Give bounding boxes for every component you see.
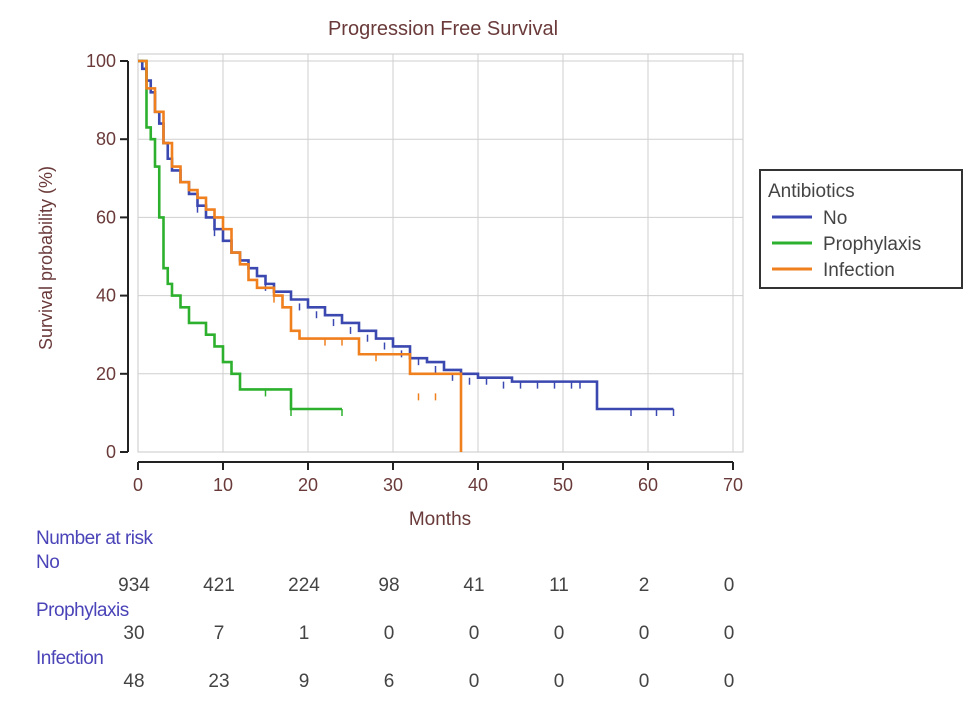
risk-cell: 48 <box>123 671 145 692</box>
risk-cell: 41 <box>463 575 485 596</box>
y-tick-label: 40 <box>96 286 116 306</box>
risk-cell: 98 <box>378 575 400 596</box>
legend-label-prophylaxis: Prophylaxis <box>823 234 921 255</box>
x-tick-label: 30 <box>383 475 403 495</box>
risk-table-header: Number at risk <box>36 528 153 549</box>
risk-cell: 11 <box>549 575 569 596</box>
series-line-infection <box>138 59 463 452</box>
x-axis-label: Months <box>409 509 471 530</box>
y-tick-label: 60 <box>96 207 116 227</box>
legend-items: No Prophylaxis Infection <box>772 208 921 281</box>
risk-cell: 0 <box>723 623 735 644</box>
risk-cell: 224 <box>288 575 320 596</box>
grid <box>137 53 744 453</box>
series-group <box>138 59 675 452</box>
risk-cell: 0 <box>723 671 735 692</box>
plot-frame <box>137 53 744 453</box>
chart-title: Progression Free Survival <box>328 18 558 40</box>
risk-row: 48 23 9 6 0 0 0 0 <box>0 671 972 695</box>
tick-labels: 0 10 20 30 40 50 60 70 0 20 40 60 80 100 <box>86 51 743 495</box>
risk-cell: 934 <box>118 575 150 596</box>
x-tick-label: 60 <box>638 475 658 495</box>
risk-row: 30 7 1 0 0 0 0 0 <box>0 623 972 647</box>
x-tick-label: 20 <box>298 475 318 495</box>
risk-cell: 0 <box>553 623 565 644</box>
risk-cell: 0 <box>468 671 480 692</box>
risk-cell: 1 <box>298 623 310 644</box>
legend-title: Antibiotics <box>768 181 855 202</box>
risk-cell: 0 <box>638 623 650 644</box>
legend-label-no: No <box>823 208 847 229</box>
x-tick-label: 50 <box>553 475 573 495</box>
risk-cell: 2 <box>638 575 650 596</box>
risk-row-label: No <box>36 552 60 573</box>
risk-cell: 0 <box>638 671 650 692</box>
risk-cell: 0 <box>553 671 565 692</box>
legend: Antibiotics No Prophylaxis Infection <box>759 169 963 289</box>
axes <box>120 60 734 470</box>
x-tick-label: 0 <box>133 475 143 495</box>
series-line-no <box>138 59 674 411</box>
x-tick-label: 10 <box>213 475 233 495</box>
series-line-prophylaxis <box>138 59 342 411</box>
risk-row-label: Prophylaxis <box>36 600 129 621</box>
risk-cell: 9 <box>298 671 310 692</box>
x-tick-label: 70 <box>723 475 743 495</box>
y-tick-label: 80 <box>96 129 116 149</box>
risk-cell: 23 <box>208 671 230 692</box>
y-tick-label: 100 <box>86 51 116 71</box>
risk-cell: 421 <box>203 575 235 596</box>
x-tick-label: 40 <box>468 475 488 495</box>
risk-cell: 0 <box>468 623 480 644</box>
risk-row: 934 421 224 98 41 11 2 0 <box>0 575 972 599</box>
y-tick-label: 20 <box>96 364 116 384</box>
risk-cell: 6 <box>383 671 395 692</box>
risk-cell: 0 <box>383 623 395 644</box>
risk-cell: 7 <box>213 623 225 644</box>
y-tick-label: 0 <box>106 442 116 462</box>
survival-chart: Progression Free Survival 0 10 20 30 40 50 60 7… <box>36 18 963 530</box>
y-axis-label: Survival probability (%) <box>36 166 56 350</box>
risk-cell: 0 <box>723 575 735 596</box>
risk-cell: 30 <box>123 623 145 644</box>
legend-label-infection: Infection <box>823 260 895 281</box>
risk-row-label: Infection <box>36 648 104 669</box>
